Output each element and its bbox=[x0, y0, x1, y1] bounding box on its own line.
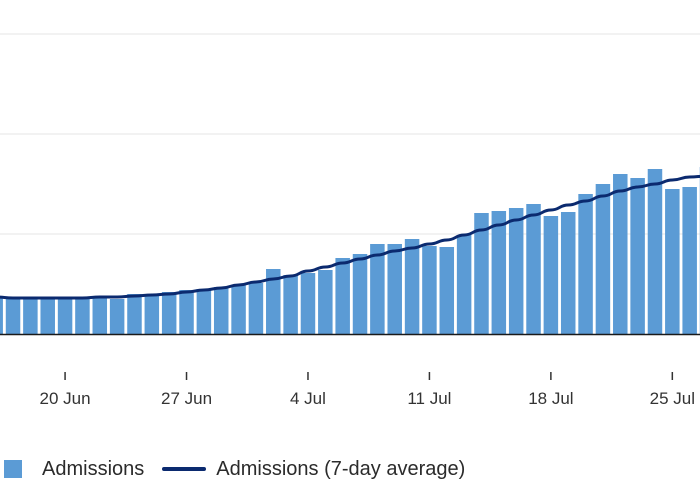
legend: Admissions Admissions (7-day average) bbox=[0, 452, 465, 486]
bar-38 bbox=[647, 169, 663, 334]
bar-21 bbox=[352, 254, 368, 334]
legend-label-admissions: Admissions bbox=[42, 457, 145, 480]
x-tick-label-2: 4 Jul bbox=[290, 389, 326, 408]
admissions-bars bbox=[0, 167, 700, 334]
bar-13 bbox=[213, 287, 229, 334]
bar-16 bbox=[266, 269, 281, 334]
legend-swatch-admissions bbox=[4, 460, 22, 478]
bar-8 bbox=[127, 294, 142, 334]
bar-15 bbox=[248, 283, 264, 334]
bar-2 bbox=[23, 298, 38, 334]
x-tick-label-4: 18 Jul bbox=[528, 389, 573, 408]
bar-27 bbox=[456, 235, 472, 334]
bar-20 bbox=[335, 258, 350, 334]
bar-37 bbox=[630, 178, 645, 334]
bar-17 bbox=[283, 275, 298, 334]
bar-35 bbox=[595, 184, 611, 334]
bar-6 bbox=[92, 298, 108, 334]
bar-1 bbox=[5, 297, 21, 334]
bar-9 bbox=[144, 296, 160, 334]
legend-swatch-7-day-average bbox=[162, 467, 207, 471]
bar-23 bbox=[387, 244, 402, 334]
bar-12 bbox=[196, 289, 212, 334]
bar-5 bbox=[75, 299, 90, 334]
bar-7 bbox=[109, 299, 125, 334]
bar-40 bbox=[682, 187, 697, 334]
bar-25 bbox=[422, 246, 437, 334]
bar-32 bbox=[543, 216, 559, 334]
bar-29 bbox=[491, 211, 507, 334]
seven-day-average-line bbox=[0, 174, 700, 300]
bar-26 bbox=[439, 247, 455, 334]
bar-34 bbox=[578, 194, 593, 334]
x-axis-ticks: 20 Jun 27 Jun 4 Jul 11 Jul 18 Jul 25 Jul bbox=[40, 372, 695, 408]
bar-10 bbox=[161, 292, 177, 334]
bar-14 bbox=[231, 285, 246, 334]
bar-3 bbox=[40, 298, 55, 334]
bar-31 bbox=[526, 204, 541, 334]
x-tick-label-0: 20 Jun bbox=[40, 389, 91, 408]
x-tick-label-3: 11 Jul bbox=[407, 389, 451, 408]
bar-4 bbox=[57, 299, 73, 334]
bar-22 bbox=[370, 244, 385, 334]
gridlines bbox=[0, 33, 700, 235]
bar-33 bbox=[560, 212, 576, 334]
bar-19 bbox=[318, 270, 333, 334]
bar-11 bbox=[179, 290, 194, 334]
bar-39 bbox=[665, 189, 680, 334]
bar-28 bbox=[474, 213, 489, 334]
x-tick-label-1: 27 Jun bbox=[161, 389, 212, 408]
bar-0 bbox=[0, 297, 3, 334]
legend-blank-box bbox=[654, 440, 700, 478]
bar-18 bbox=[300, 273, 316, 334]
bar-24 bbox=[404, 239, 420, 334]
bar-30 bbox=[508, 208, 524, 334]
bar-36 bbox=[613, 174, 628, 334]
x-tick-label-5: 25 Jul bbox=[650, 389, 695, 408]
legend-label-7-day-average: Admissions (7-day average) bbox=[216, 457, 466, 480]
